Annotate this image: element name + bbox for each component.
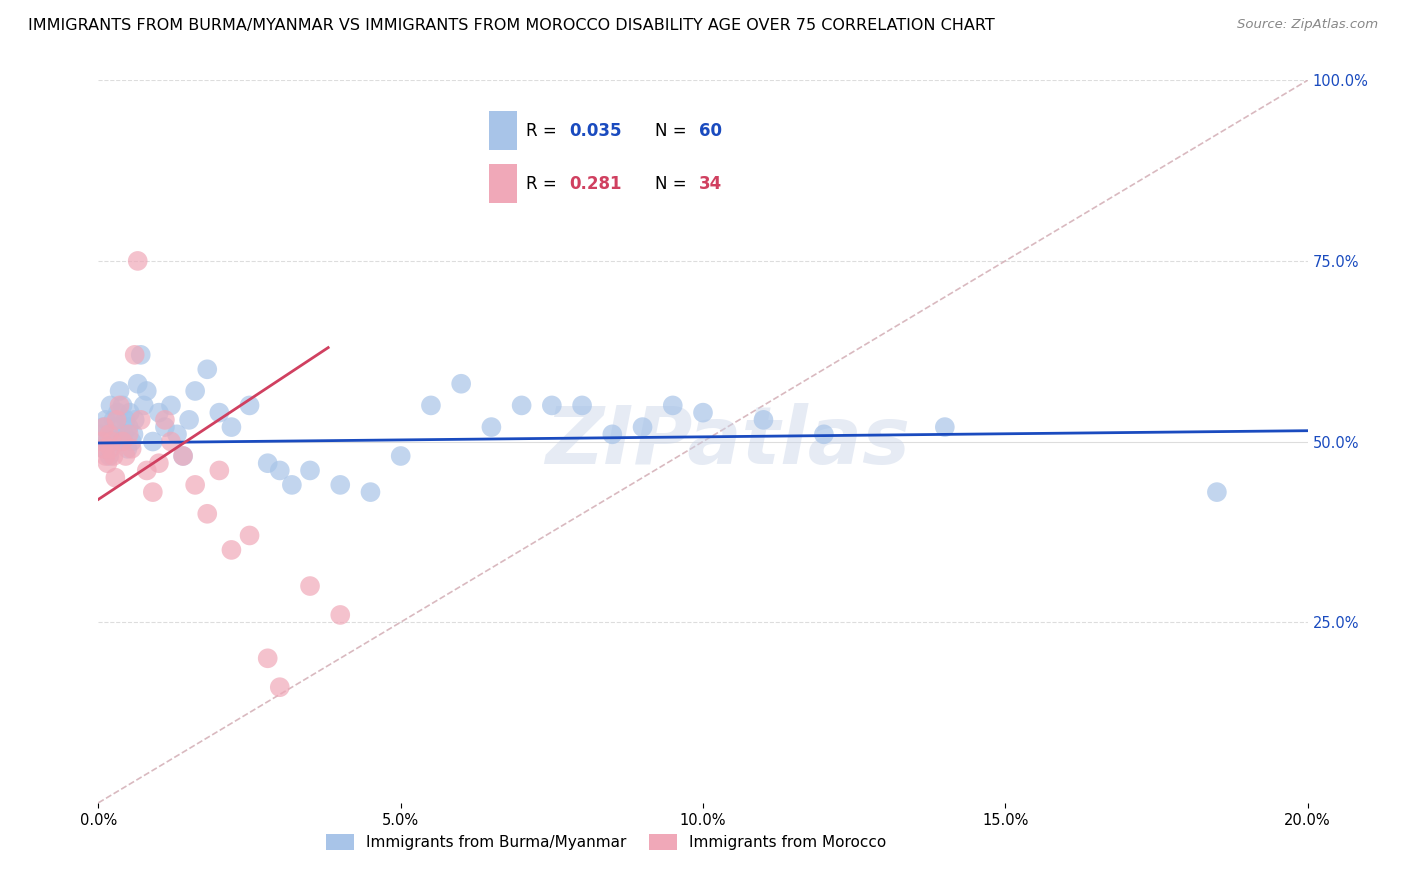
Point xyxy=(121,442,143,456)
Point xyxy=(105,413,128,427)
Point xyxy=(142,485,165,500)
Point xyxy=(1206,485,1229,500)
Point xyxy=(813,427,835,442)
Point xyxy=(239,528,262,542)
Point xyxy=(117,442,139,456)
Point xyxy=(105,420,128,434)
Point xyxy=(752,413,775,427)
Point xyxy=(114,413,136,427)
Point xyxy=(90,427,112,442)
Point xyxy=(602,427,624,442)
Point xyxy=(221,420,243,434)
Point xyxy=(91,442,114,456)
Point xyxy=(90,434,112,449)
Point xyxy=(104,434,127,449)
Point xyxy=(110,434,132,449)
Point xyxy=(148,406,170,420)
Point xyxy=(153,420,176,434)
Point xyxy=(172,449,194,463)
Text: Source: ZipAtlas.com: Source: ZipAtlas.com xyxy=(1237,18,1378,31)
Legend: Immigrants from Burma/Myanmar, Immigrants from Morocco: Immigrants from Burma/Myanmar, Immigrant… xyxy=(321,829,893,856)
Point xyxy=(118,406,141,420)
Point xyxy=(166,427,188,442)
Point xyxy=(96,434,118,449)
Point xyxy=(94,449,117,463)
Point xyxy=(100,427,122,442)
Point xyxy=(127,376,149,391)
Point xyxy=(631,420,654,434)
Point xyxy=(94,413,117,427)
Point xyxy=(111,398,134,412)
Point xyxy=(299,463,322,477)
Point xyxy=(112,427,135,442)
Point xyxy=(129,413,152,427)
Point xyxy=(100,442,122,456)
Point xyxy=(208,406,231,420)
Point xyxy=(160,434,183,449)
Point xyxy=(124,413,146,427)
Point xyxy=(208,463,231,477)
Point xyxy=(540,398,562,412)
Point xyxy=(195,507,218,521)
Point xyxy=(98,427,121,442)
Point xyxy=(329,607,352,622)
Point xyxy=(179,413,201,427)
Point xyxy=(100,398,122,412)
Point xyxy=(420,398,443,412)
Point xyxy=(98,449,121,463)
Point xyxy=(256,456,278,470)
Point xyxy=(93,442,115,456)
Point xyxy=(281,478,304,492)
Point xyxy=(132,398,155,412)
Point xyxy=(122,427,145,442)
Point xyxy=(93,420,115,434)
Point xyxy=(184,478,207,492)
Point xyxy=(107,406,129,420)
Point xyxy=(256,651,278,665)
Point xyxy=(360,485,382,500)
Point xyxy=(389,449,412,463)
Point xyxy=(692,406,714,420)
Point xyxy=(127,253,149,268)
Point xyxy=(299,579,322,593)
Point xyxy=(153,413,176,427)
Point xyxy=(184,384,207,398)
Point xyxy=(135,463,157,477)
Point xyxy=(104,471,127,485)
Point xyxy=(661,398,683,412)
Point xyxy=(118,420,141,434)
Point xyxy=(329,478,352,492)
Point xyxy=(269,463,291,477)
Point xyxy=(108,384,131,398)
Point xyxy=(148,456,170,470)
Point xyxy=(269,680,291,694)
Point xyxy=(108,398,131,412)
Point xyxy=(96,456,118,470)
Point xyxy=(221,542,243,557)
Point xyxy=(172,449,194,463)
Point xyxy=(129,348,152,362)
Point xyxy=(135,384,157,398)
Point xyxy=(114,449,136,463)
Point xyxy=(91,420,114,434)
Point xyxy=(239,398,262,412)
Point xyxy=(121,434,143,449)
Point xyxy=(571,398,593,412)
Point xyxy=(124,348,146,362)
Point xyxy=(160,398,183,412)
Point xyxy=(510,398,533,412)
Point xyxy=(142,434,165,449)
Point xyxy=(103,413,125,427)
Point xyxy=(103,449,125,463)
Point xyxy=(450,376,472,391)
Point xyxy=(195,362,218,376)
Point xyxy=(481,420,503,434)
Point xyxy=(934,420,956,434)
Point xyxy=(100,434,122,449)
Text: ZIPatlas: ZIPatlas xyxy=(544,402,910,481)
Text: IMMIGRANTS FROM BURMA/MYANMAR VS IMMIGRANTS FROM MOROCCO DISABILITY AGE OVER 75 : IMMIGRANTS FROM BURMA/MYANMAR VS IMMIGRA… xyxy=(28,18,995,33)
Point xyxy=(111,434,134,449)
Point xyxy=(118,427,141,442)
